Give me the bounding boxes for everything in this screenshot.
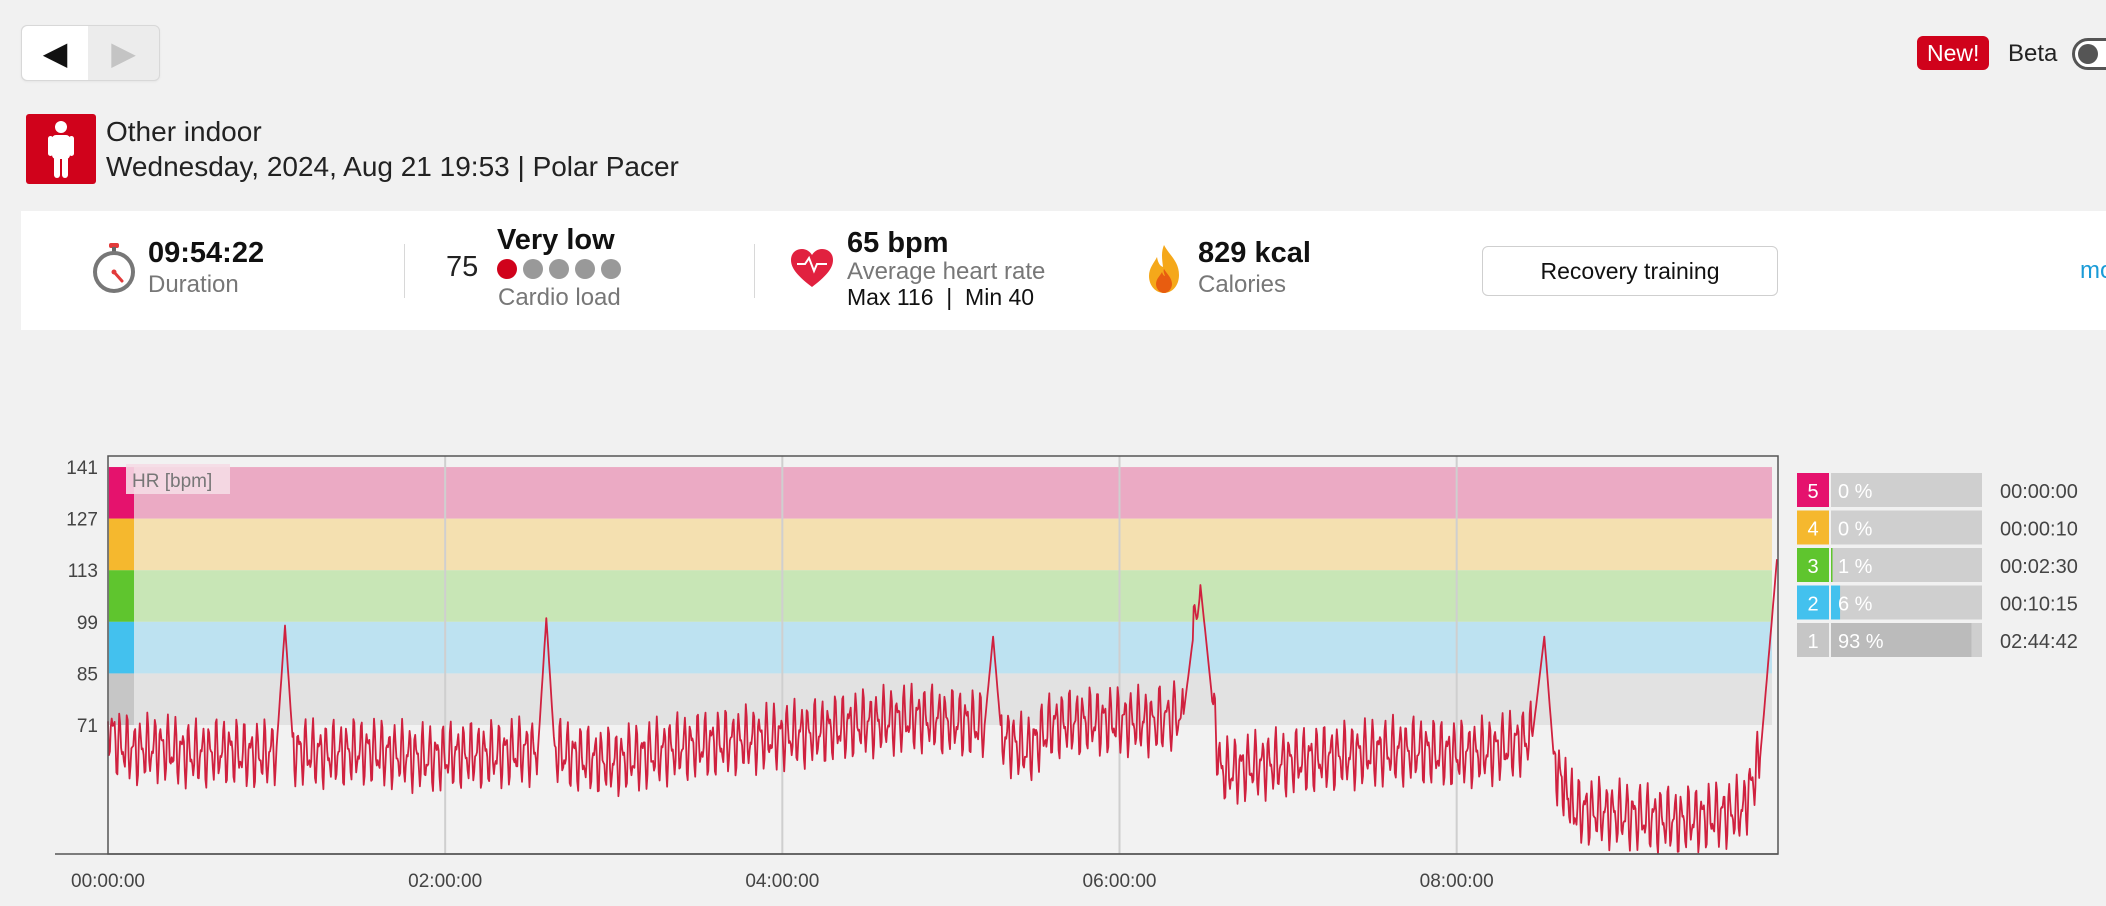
zone-number: 3 — [1807, 556, 1818, 578]
new-badge: New! — [1917, 36, 1990, 70]
cardio-load-dot — [575, 259, 595, 279]
zone-time: 00:02:30 — [2000, 556, 2078, 578]
x-tick-label: 06:00:00 — [1083, 871, 1157, 892]
zone-bar-fill — [1831, 548, 1833, 582]
chart-title-text: HR [bpm] — [132, 471, 212, 492]
zone-band-2 — [108, 621, 1772, 674]
zone-band-3 — [108, 570, 1772, 622]
beta-label: Beta — [2008, 40, 2058, 67]
zone-number-box — [1797, 623, 1829, 657]
chart-title: HR [bpm] — [126, 464, 230, 494]
divider — [754, 244, 755, 298]
heart-rate-max-min: Max 116 | Min 40 — [847, 284, 1035, 310]
chart-title-bg — [126, 464, 230, 494]
beta-toggle[interactable] — [2072, 38, 2106, 70]
duration-label: Duration — [148, 271, 239, 298]
previous-activity-button[interactable]: ◀ — [22, 26, 88, 80]
hr-line — [107, 559, 1778, 855]
zone-bar-bg — [1831, 548, 1982, 582]
cardio-load-dot — [523, 259, 543, 279]
zone-percent: 6 % — [1838, 594, 1873, 616]
person-standing-icon — [26, 114, 96, 184]
calories-label: Calories — [1198, 271, 1287, 298]
cardio-load-dot — [497, 259, 517, 279]
y-tick-label: 99 — [77, 613, 98, 634]
y-tick-label: 113 — [68, 561, 98, 582]
zone-time: 02:44:42 — [2000, 631, 2078, 653]
hr-series-line — [107, 559, 1778, 855]
zone-bar-fill — [1831, 623, 1972, 657]
avg-heart-rate-label: Average heart rate — [847, 258, 1046, 285]
zone-strip-2 — [109, 621, 134, 674]
zone-bar-bg — [1831, 585, 1982, 620]
zone-color-strip — [109, 467, 134, 726]
stopwatch-icon — [91, 243, 137, 300]
zone-percent: 93 % — [1838, 631, 1884, 653]
heart-icon — [789, 247, 835, 294]
zone-number-box — [1797, 548, 1829, 582]
zone-number-box — [1797, 473, 1829, 507]
x-tick-label: 02:00:00 — [408, 871, 482, 892]
zone-strip-1 — [109, 673, 134, 726]
training-benefit-button[interactable]: Recovery training — [1482, 246, 1778, 296]
chart-grid — [444, 456, 1458, 854]
x-tick-label: 08:00:00 — [1420, 871, 1494, 892]
activity-title: Other indoor — [106, 116, 262, 147]
heart-rate-chart: 141 127 113 99 85 71 00:00:00 02:00:00 04:00:00… — [55, 455, 2078, 892]
zone-time: 00:10:15 — [2000, 594, 2078, 616]
activity-nav: ◀ ▶ — [21, 25, 160, 81]
x-tick-label: 00:00:00 — [71, 871, 145, 892]
zone-percent: 0 % — [1838, 519, 1873, 541]
zone-percent: 1 % — [1838, 556, 1873, 578]
cardio-load-level: Very low — [497, 224, 615, 256]
zone-strip-4 — [109, 518, 134, 571]
cardio-load-number: 75 — [446, 251, 479, 283]
flame-icon — [1145, 243, 1183, 300]
cardio-load-dot — [549, 259, 569, 279]
zone-bar-bg — [1831, 473, 1982, 507]
zone-bands — [108, 456, 1778, 854]
zone-bar-bg — [1831, 510, 1982, 545]
zone-bar-fill — [1831, 585, 1841, 620]
x-axis-ticks: 00:00:00 02:00:00 04:00:00 06:00:00 08:00:00 — [71, 871, 1494, 892]
y-tick-label: 71 — [77, 716, 98, 737]
zone-time: 00:00:10 — [2000, 519, 2078, 541]
y-tick-label: 127 — [66, 510, 98, 531]
zone-number: 1 — [1807, 631, 1818, 653]
cardio-load-label: Cardio load — [498, 284, 621, 311]
zone-number: 4 — [1807, 519, 1818, 541]
zone-number-box — [1797, 510, 1829, 545]
zone-number: 5 — [1807, 481, 1818, 503]
cardio-load-dot — [601, 259, 621, 279]
activity-subtitle: Wednesday, 2024, Aug 21 19:53 | Polar Pa… — [106, 151, 679, 182]
more-link[interactable]: mo — [2080, 257, 2106, 284]
next-activity-button[interactable]: ▶ — [111, 35, 136, 71]
zone-band-5 — [108, 467, 1772, 519]
summary-panel: 09:54:22 Duration 75 Very low Cardio loa… — [21, 211, 2106, 330]
zone-percent: 0 % — [1838, 481, 1873, 503]
zone-strip-3 — [109, 570, 134, 622]
zone-time: 00:00:00 — [2000, 481, 2078, 503]
zone-number-box — [1797, 585, 1829, 620]
x-tick-label: 04:00:00 — [745, 871, 819, 892]
zone-number: 2 — [1807, 594, 1818, 616]
y-axis-ticks: 141 127 113 99 85 71 — [66, 458, 98, 737]
zone-band-4 — [108, 518, 1772, 571]
calories-value: 829 kcal — [1198, 237, 1311, 269]
avg-heart-rate-value: 65 bpm — [847, 227, 949, 259]
duration-value: 09:54:22 — [148, 237, 265, 269]
divider — [404, 244, 405, 298]
y-tick-label: 85 — [77, 664, 98, 685]
y-tick-label: 141 — [66, 458, 98, 479]
zone-table: 5 0 % 00:00:00 4 0 % 00:00:10 3 1 % 00:02:30 2 6 %… — [1797, 473, 2078, 657]
